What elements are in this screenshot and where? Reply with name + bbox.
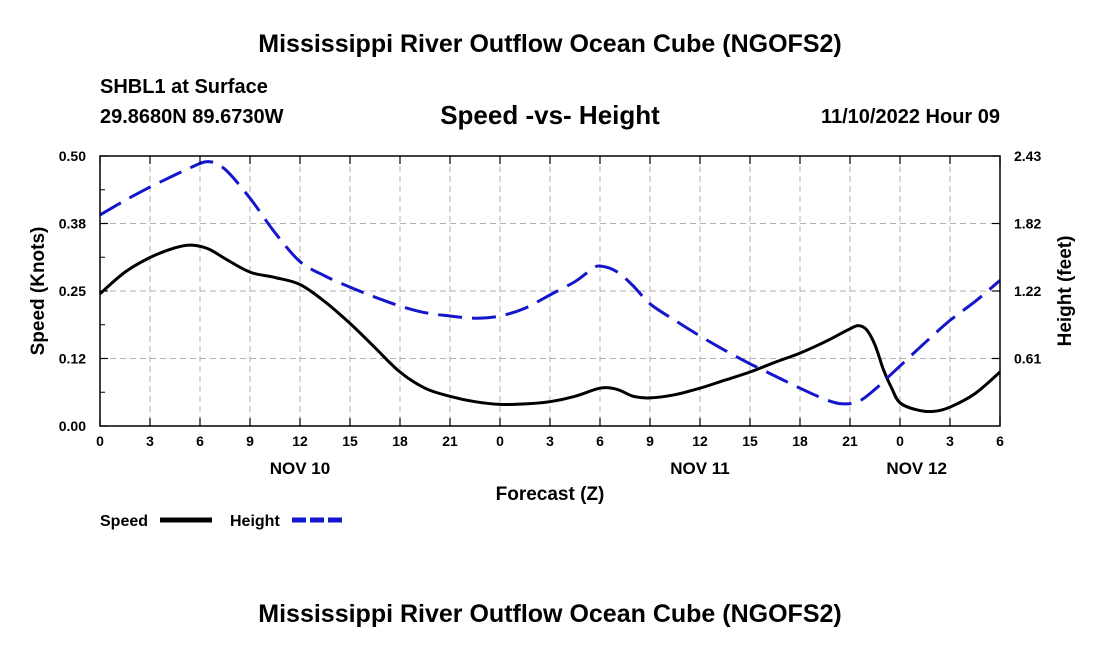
y-tick-label-left: 0.12 [59,351,86,367]
footer-title: Mississippi River Outflow Ocean Cube (NG… [258,600,842,628]
x-tick-label: 3 [146,433,154,449]
speed-height-chart: 0 3 6 9 12 15 18 21 0 3 6 9 12 15 18 21 0 3 6 NOV 10 NOV 11 N… [28,148,1076,530]
x-tick-label: 12 [292,433,308,449]
x-tick-label: 0 [896,433,904,449]
y-tick-label-left: 0.50 [59,148,86,164]
x-axis-title: Forecast (Z) [496,484,605,505]
y-axis-left-title: Speed (Knots) [28,227,49,356]
x-tick-label: 15 [742,433,758,449]
y-tick-label-right: 0.61 [1014,351,1041,367]
y-tick-label-left: 0.00 [59,418,86,434]
x-tick-label: 3 [946,433,954,449]
x-tick-label: 18 [392,433,408,449]
x-tick-label: 21 [842,433,858,449]
station-coordinates: 29.8680N 89.6730W [100,106,284,128]
x-tick-label: 6 [196,433,204,449]
series-line-height [99,160,1001,406]
day-label: NOV 12 [886,459,946,478]
x-tick-label: 6 [596,433,604,449]
y-tick-label-right: 1.82 [1014,216,1041,232]
series-lines [99,160,1001,414]
x-tick-label: 21 [442,433,458,449]
axis-ticks: 0 3 6 9 12 15 18 21 0 3 6 9 12 15 18 21 0 3 6 NOV 10 NOV 11 N… [59,148,1042,478]
series-line-speed [99,243,1001,414]
x-tick-label: 3 [546,433,554,449]
y-tick-label-left: 0.25 [59,283,86,299]
main-title: Mississippi River Outflow Ocean Cube (NG… [258,30,842,58]
x-tick-label: 0 [496,433,504,449]
x-tick-label: 6 [996,433,1004,449]
day-label: NOV 10 [270,459,330,478]
legend-speed-label: Speed [100,513,148,530]
x-tick-label: 9 [246,433,254,449]
x-tick-label: 0 [96,433,104,449]
y-tick-label-right: 2.43 [1014,148,1041,164]
legend-height-label: Height [230,513,280,530]
x-tick-label: 12 [692,433,708,449]
chart-subtitle: Speed -vs- Height [440,100,660,130]
station-label: SHBL1 at Surface [100,76,268,98]
x-tick-label: 15 [342,433,358,449]
y-tick-label-right: 1.22 [1014,283,1041,299]
x-tick-label: 9 [646,433,654,449]
y-axis-right-title: Height (feet) [1055,236,1076,347]
forecast-datetime: 11/10/2022 Hour 09 [820,106,1000,128]
grid-lines [100,156,1000,426]
y-tick-label-left: 0.38 [59,216,86,232]
day-label: NOV 11 [670,459,730,478]
legend: Speed Height [100,513,344,530]
x-tick-label: 18 [792,433,808,449]
